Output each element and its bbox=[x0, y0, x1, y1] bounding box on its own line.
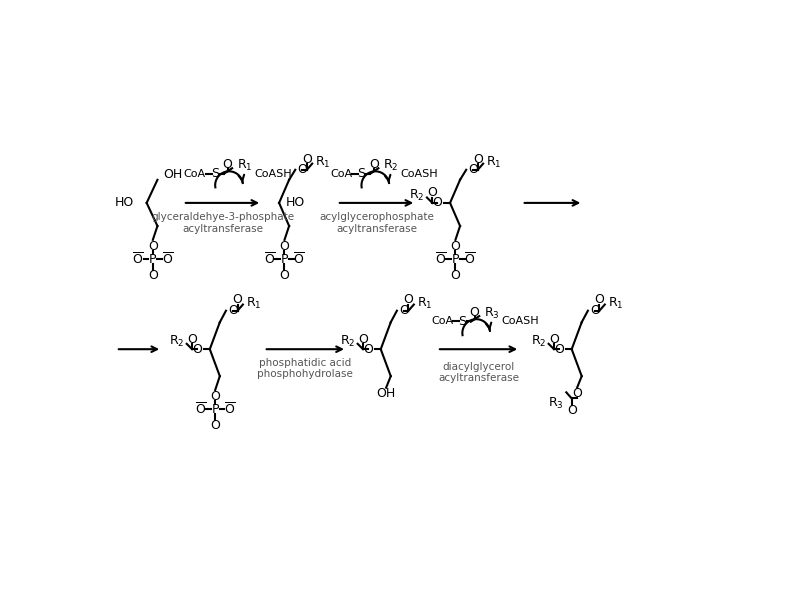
Text: O: O bbox=[187, 332, 197, 346]
Text: diacylglycerol
acyltransferase: diacylglycerol acyltransferase bbox=[438, 361, 519, 383]
Text: O: O bbox=[222, 158, 233, 171]
Text: O: O bbox=[279, 269, 290, 282]
Text: O: O bbox=[427, 187, 438, 199]
Text: R$_2$: R$_2$ bbox=[169, 334, 184, 349]
Text: R$_1$: R$_1$ bbox=[608, 295, 623, 311]
Text: R$_2$: R$_2$ bbox=[410, 188, 425, 203]
Text: R$_1$: R$_1$ bbox=[237, 158, 252, 173]
Text: O: O bbox=[469, 163, 478, 176]
Text: S: S bbox=[458, 315, 466, 328]
Text: R$_3$: R$_3$ bbox=[484, 306, 500, 322]
Text: O: O bbox=[470, 306, 480, 319]
Text: P: P bbox=[149, 253, 157, 266]
Text: $\mathregular{\overline{O}}$: $\mathregular{\overline{O}}$ bbox=[162, 251, 174, 267]
Text: O: O bbox=[566, 404, 577, 416]
Text: O: O bbox=[549, 332, 559, 346]
Text: O: O bbox=[210, 419, 220, 432]
Text: R$_1$: R$_1$ bbox=[486, 155, 502, 170]
Text: O: O bbox=[399, 304, 409, 317]
Text: R$_2$: R$_2$ bbox=[383, 158, 398, 173]
Text: R$_1$: R$_1$ bbox=[417, 295, 433, 311]
Text: O: O bbox=[358, 332, 368, 346]
Text: O: O bbox=[148, 269, 158, 282]
Text: O: O bbox=[450, 269, 460, 282]
Text: O: O bbox=[473, 152, 482, 166]
Text: $\mathregular{\overline{O}}$: $\mathregular{\overline{O}}$ bbox=[194, 401, 206, 417]
Text: P: P bbox=[211, 403, 219, 416]
Text: $\mathregular{\overline{O}}$: $\mathregular{\overline{O}}$ bbox=[224, 401, 236, 417]
Text: phosphatidic acid
phosphohydrolase: phosphatidic acid phosphohydrolase bbox=[258, 358, 354, 379]
Text: OH: OH bbox=[163, 168, 183, 181]
Text: R$_1$: R$_1$ bbox=[246, 295, 262, 311]
Text: CoASH: CoASH bbox=[254, 169, 292, 179]
Text: OH: OH bbox=[377, 388, 396, 400]
Text: O: O bbox=[433, 196, 442, 209]
Text: glyceraldehye-3-phosphate
acyltransferase: glyceraldehye-3-phosphate acyltransferas… bbox=[151, 212, 294, 234]
Text: S: S bbox=[358, 167, 366, 180]
Text: O: O bbox=[148, 239, 158, 253]
Text: S: S bbox=[211, 167, 219, 180]
Text: O: O bbox=[369, 158, 378, 171]
Text: O: O bbox=[363, 343, 373, 356]
Text: R$_2$: R$_2$ bbox=[340, 334, 355, 349]
Text: R$_1$: R$_1$ bbox=[315, 155, 331, 170]
Text: R$_2$: R$_2$ bbox=[531, 334, 546, 349]
Text: $\mathregular{\overline{O}}$: $\mathregular{\overline{O}}$ bbox=[464, 251, 476, 267]
Text: O: O bbox=[298, 163, 307, 176]
Text: HO: HO bbox=[286, 196, 305, 209]
Text: $\mathregular{\overline{O}}$: $\mathregular{\overline{O}}$ bbox=[132, 251, 144, 267]
Text: O: O bbox=[594, 293, 604, 305]
Text: CoA: CoA bbox=[431, 316, 453, 326]
Text: CoA: CoA bbox=[184, 169, 206, 179]
Text: O: O bbox=[572, 388, 582, 400]
Text: CoASH: CoASH bbox=[401, 169, 438, 179]
Text: O: O bbox=[228, 304, 238, 317]
Text: O: O bbox=[192, 343, 202, 356]
Text: acylglycerophosphate
acyltransferase: acylglycerophosphate acyltransferase bbox=[319, 212, 434, 234]
Text: HO: HO bbox=[115, 196, 134, 209]
Text: O: O bbox=[403, 293, 414, 305]
Text: R$_3$: R$_3$ bbox=[548, 395, 564, 410]
Text: CoASH: CoASH bbox=[502, 316, 539, 326]
Text: P: P bbox=[452, 253, 459, 266]
Text: O: O bbox=[233, 293, 242, 305]
Text: O: O bbox=[210, 389, 220, 403]
Text: O: O bbox=[302, 152, 312, 166]
Text: O: O bbox=[590, 304, 600, 317]
Text: $\mathregular{\overline{O}}$: $\mathregular{\overline{O}}$ bbox=[264, 251, 276, 267]
Text: $\mathregular{\overline{O}}$: $\mathregular{\overline{O}}$ bbox=[435, 251, 446, 267]
Text: O: O bbox=[450, 239, 460, 253]
Text: O: O bbox=[279, 239, 290, 253]
Text: $\mathregular{\overline{O}}$: $\mathregular{\overline{O}}$ bbox=[294, 251, 305, 267]
Text: P: P bbox=[281, 253, 288, 266]
Text: CoA: CoA bbox=[330, 169, 352, 179]
Text: O: O bbox=[554, 343, 564, 356]
